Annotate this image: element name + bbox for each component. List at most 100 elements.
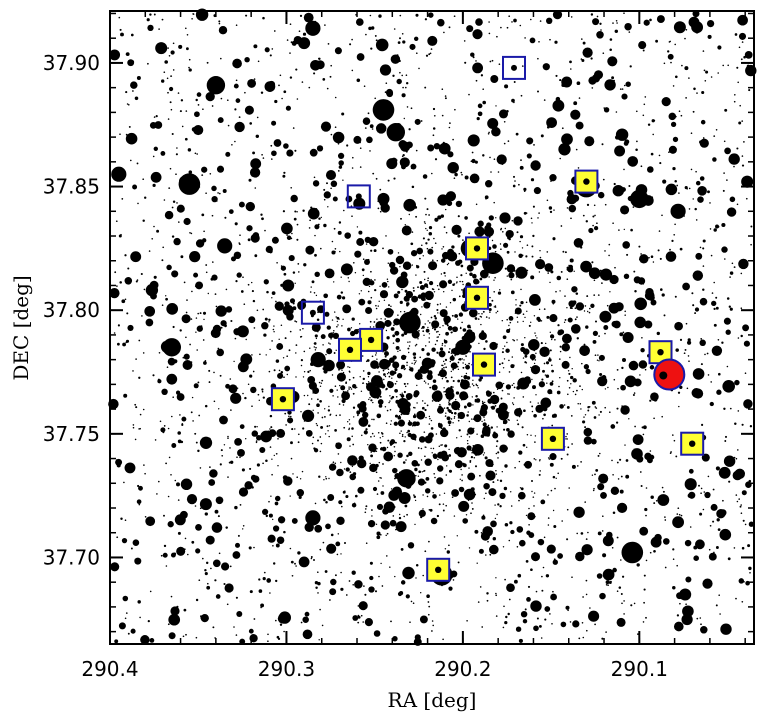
star-point bbox=[587, 310, 589, 313]
star-point bbox=[349, 43, 352, 46]
star-point bbox=[319, 450, 322, 453]
star-point bbox=[348, 280, 350, 283]
star-point bbox=[197, 381, 200, 384]
star-point bbox=[696, 92, 698, 94]
star-point bbox=[384, 355, 387, 358]
star-point bbox=[400, 580, 406, 585]
star-point bbox=[465, 272, 467, 274]
star-point bbox=[369, 396, 371, 399]
star-point bbox=[541, 378, 544, 381]
star-point bbox=[534, 359, 537, 361]
star-point bbox=[452, 138, 454, 141]
star-point bbox=[708, 548, 711, 551]
star-point bbox=[153, 275, 157, 279]
star-point bbox=[582, 420, 586, 424]
star-point bbox=[424, 278, 426, 281]
star-point bbox=[604, 332, 606, 335]
star-point bbox=[153, 116, 156, 118]
star-point bbox=[394, 371, 396, 373]
star-point bbox=[679, 338, 683, 341]
star-point bbox=[195, 281, 204, 290]
star-point bbox=[381, 432, 384, 435]
star-point bbox=[294, 282, 296, 285]
star-point bbox=[142, 408, 145, 411]
star-point bbox=[446, 406, 449, 410]
star-point bbox=[648, 256, 650, 259]
star-point bbox=[700, 487, 703, 490]
star-point bbox=[299, 14, 303, 18]
star-point bbox=[674, 223, 676, 226]
open-square-marker bbox=[502, 55, 526, 80]
star-point bbox=[210, 567, 212, 570]
star-point bbox=[625, 459, 629, 462]
star-point bbox=[414, 252, 416, 254]
star-point bbox=[445, 306, 448, 308]
star-point bbox=[549, 357, 551, 359]
star-point bbox=[148, 314, 151, 316]
star-point bbox=[566, 508, 569, 511]
star-point bbox=[327, 494, 335, 501]
star-point bbox=[580, 461, 582, 463]
star-point bbox=[685, 29, 688, 31]
star-point bbox=[599, 269, 602, 272]
star-point bbox=[523, 409, 526, 413]
star-point bbox=[570, 217, 572, 220]
star-point bbox=[458, 312, 464, 317]
marker-layer bbox=[270, 55, 705, 582]
star-point bbox=[409, 231, 411, 234]
y-axis-title: DEC [deg] bbox=[9, 275, 33, 380]
star-point bbox=[229, 378, 232, 380]
star-point bbox=[445, 376, 447, 379]
star-point bbox=[187, 553, 189, 556]
star-point bbox=[531, 405, 534, 408]
star-point bbox=[592, 215, 595, 218]
star-point bbox=[382, 435, 384, 438]
star-point bbox=[284, 337, 287, 340]
star-point bbox=[303, 350, 306, 353]
star-point bbox=[161, 79, 165, 83]
star-point bbox=[358, 230, 363, 235]
star-point bbox=[181, 125, 184, 128]
star-point bbox=[706, 352, 709, 355]
star-point bbox=[730, 463, 733, 465]
star-point bbox=[551, 392, 553, 394]
star-point bbox=[253, 44, 258, 49]
star-point bbox=[550, 180, 552, 182]
star-point bbox=[707, 190, 710, 194]
star-point bbox=[532, 205, 535, 208]
star-point bbox=[488, 302, 492, 307]
star-point bbox=[445, 504, 448, 507]
star-point bbox=[451, 354, 454, 357]
star-point bbox=[145, 283, 159, 297]
star-point bbox=[445, 465, 448, 467]
star-point bbox=[260, 213, 263, 216]
star-point bbox=[723, 317, 731, 325]
star-point bbox=[421, 348, 425, 352]
star-point bbox=[688, 77, 690, 79]
star-point bbox=[528, 339, 540, 351]
star-point bbox=[490, 171, 492, 173]
star-point bbox=[561, 520, 564, 522]
star-point bbox=[256, 309, 259, 312]
star-point bbox=[271, 458, 273, 460]
star-point bbox=[269, 592, 271, 594]
star-point bbox=[402, 261, 412, 271]
star-point bbox=[152, 155, 155, 158]
star-point bbox=[342, 490, 346, 494]
star-point bbox=[212, 261, 214, 263]
star-point bbox=[596, 573, 603, 579]
star-point bbox=[453, 256, 456, 259]
star-point bbox=[401, 288, 403, 291]
star-point bbox=[457, 379, 461, 383]
star-point bbox=[603, 107, 610, 113]
star-point bbox=[323, 198, 326, 201]
star-point bbox=[261, 153, 263, 156]
star-point bbox=[424, 455, 426, 458]
star-point bbox=[407, 347, 410, 350]
star-point bbox=[326, 87, 329, 90]
star-point bbox=[535, 459, 537, 461]
star-point bbox=[413, 494, 415, 496]
star-point bbox=[490, 391, 492, 393]
star-point bbox=[423, 380, 426, 383]
star-point bbox=[218, 330, 221, 332]
